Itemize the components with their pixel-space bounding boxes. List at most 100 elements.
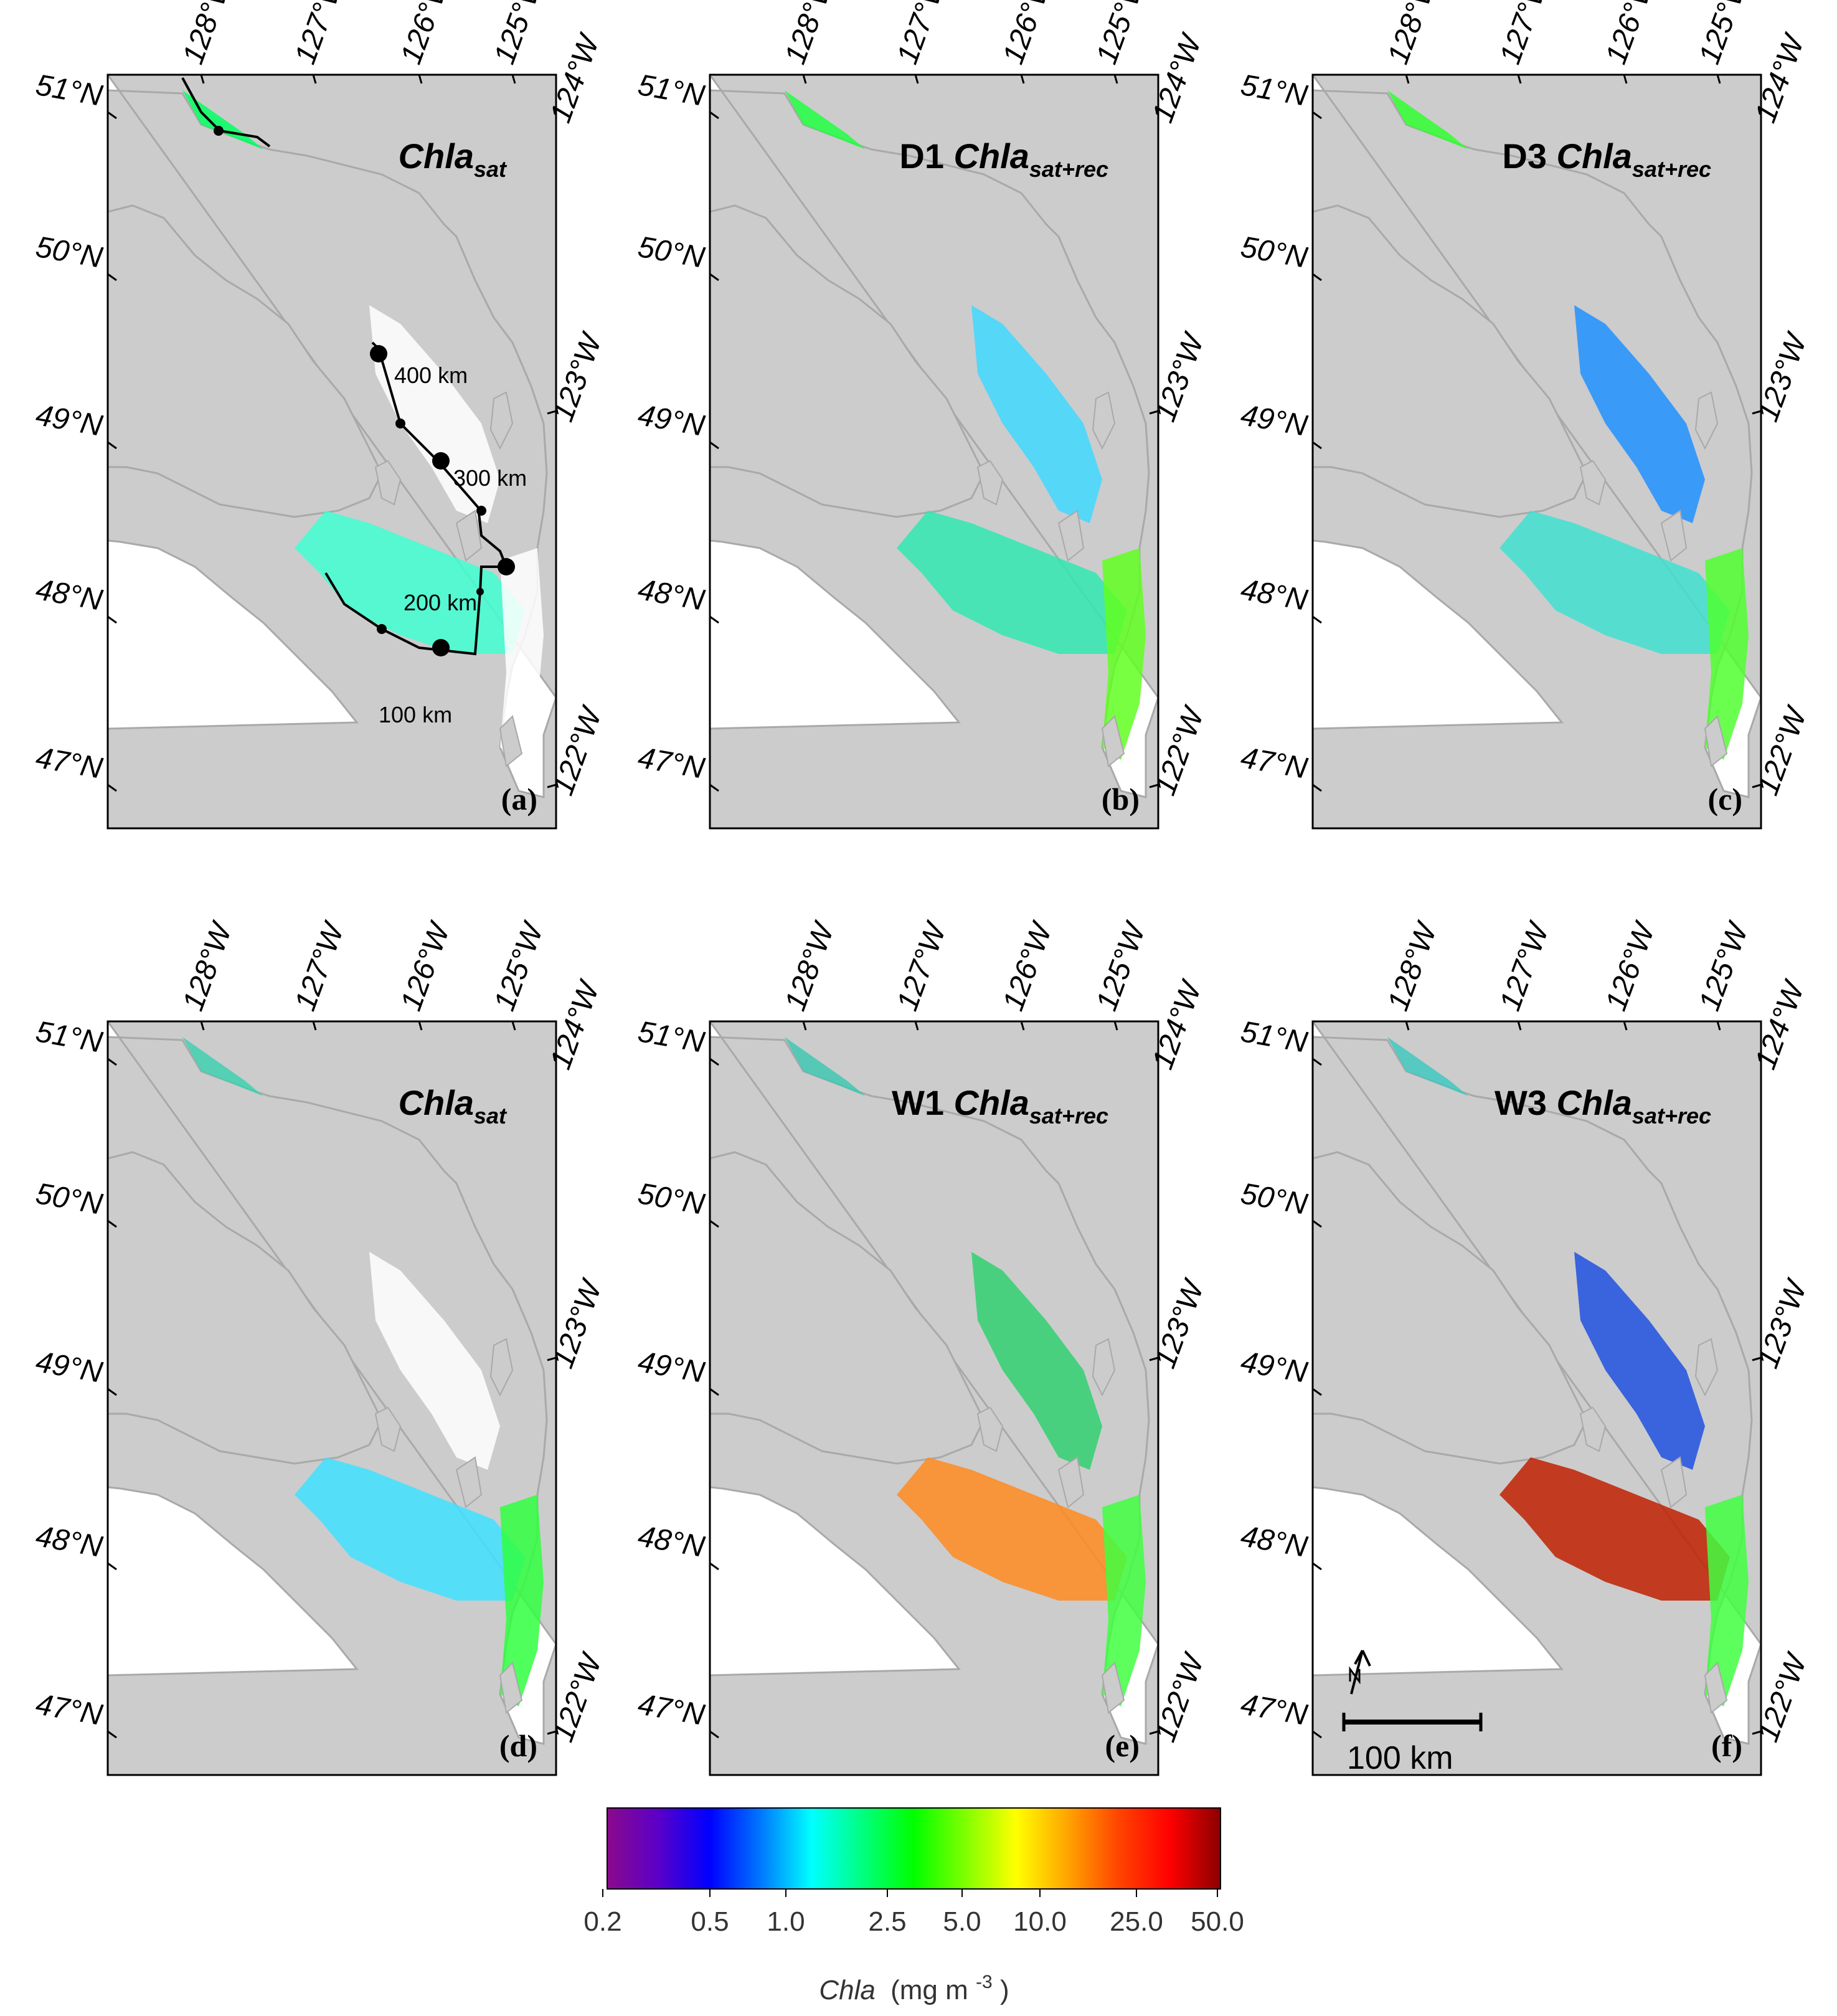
small-island-shape [1660,1456,1688,1508]
lat-label: 49°N [1238,399,1310,443]
small-island-shape [489,391,514,450]
lat-label: 51°N [635,1015,707,1059]
lon-tick [1020,1021,1025,1031]
small-island-shape [1579,460,1607,506]
chla-field-jdf [295,1457,525,1601]
chla-field-puget [500,1495,544,1706]
panel-title-prefix: W1 [892,1083,954,1122]
chla-field-sog [369,305,500,523]
lat-label: 51°N [1238,69,1310,113]
chla-field-north [1387,90,1468,149]
lon-tick [511,74,516,84]
small-island-shape [1101,1662,1125,1714]
small-island-shape [499,1662,523,1714]
colorbar-bar [607,1807,1221,1890]
map-area [108,1021,556,1775]
map-panel-e: W1 Chlasat+rec (e) 51°N 50°N 49°N 48°N 47°N 128… [635,916,1211,1776]
chla-field-jdf [295,511,525,654]
small-island-shape [1057,1456,1085,1508]
lon-label: 125°W [1090,916,1153,1015]
lat-tick [1312,1388,1322,1396]
colorbar: 0.2 0.5 1.0 2.5 5.0 10.0 25.0 50.0 Chla (mg m -… [583,1807,1244,2005]
panel-title-sub: sat [474,1103,508,1129]
panel-letter: (a) [501,782,537,816]
transect-marker [476,506,486,516]
lon-label: 126°W [395,916,458,1015]
lon-label: 125°W [488,0,551,69]
small-island-shape [374,1406,402,1452]
lat-label: 48°N [33,573,105,617]
lat-label: 48°N [1238,1520,1310,1564]
lon-tick [1716,1021,1721,1031]
map-frame [106,1020,557,1776]
lat-label: 48°N [1238,573,1310,617]
lon-tick [1752,1356,1762,1361]
colorbar-title: Chla (mg m -3 ) [819,1964,1009,2005]
colorbar-tick-label: 0.5 [691,1906,729,1937]
map-panel-d: Chlasat (d) 51°N 50°N 49°N 48°N 47°N 128°W 127°W… [33,916,609,1776]
small-island-shape [374,460,402,506]
lon-tick [547,1730,557,1735]
lat-label: 50°N [33,1177,105,1221]
panel-title: Chlasat [399,1083,508,1129]
lon-label: 127°W [891,916,954,1015]
chla-field-sog [971,305,1102,523]
lat-label: 47°N [33,1688,105,1732]
lat-tick [1312,1730,1322,1739]
panel-title-sub: sat+rec [1029,156,1108,182]
lat-label: 49°N [33,1345,105,1389]
scale-bar: 100 km [1342,1713,1483,1776]
panel-title-prefix: D1 [899,136,953,176]
lat-label: 47°N [1238,741,1310,785]
chla-field-sog [1574,305,1705,523]
colorbar-tick-label: 0.2 [583,1906,621,1937]
lat-tick [107,273,117,282]
transect-distance-label: 100 km [379,702,452,727]
lon-label: 127°W [891,0,954,69]
lon-label: 128°W [177,0,240,69]
lon-tick [1517,74,1522,84]
lat-tick [1312,1562,1322,1571]
map-area [108,75,556,828]
lon-label: 128°W [779,0,842,69]
lon-tick [200,74,205,84]
map-area [1313,75,1761,828]
map-frame [1311,73,1762,830]
lat-label: 50°N [635,230,707,275]
panel-title-sub: sat+rec [1632,156,1711,182]
north-arrow-icon [1349,1650,1371,1695]
small-island-shape [1101,715,1125,767]
lon-label: 127°W [289,0,352,69]
lon-label: 125°W [1693,916,1756,1015]
lon-tick [1517,1021,1522,1031]
lon-label: 126°W [1600,916,1663,1015]
lat-label: 49°N [635,1345,707,1389]
map-frame [709,73,1159,830]
map-panels: Chlasat (a) 51°N 50°N 49°N 48°N 47°N 128°W 127°W… [33,0,1814,1776]
transect-marker [432,452,450,470]
small-island-shape [1704,1662,1728,1714]
transect-marker [432,639,450,656]
lon-label: 125°W [1693,0,1756,69]
lon-tick [1405,1021,1410,1031]
lat-label: 50°N [1238,1177,1310,1221]
lon-tick [1716,74,1721,84]
lon-tick [1113,1021,1118,1031]
lat-tick [709,783,719,792]
lon-tick [418,74,423,84]
map-area [1313,1021,1761,1775]
panel-title-sub: sat+rec [1632,1103,1711,1129]
lat-label: 48°N [635,1520,707,1564]
panel-title-sub: sat+rec [1029,1103,1108,1129]
lat-label: 51°N [33,1015,105,1059]
panel-title-prefix: D3 [1502,136,1556,176]
lon-tick [547,1356,557,1361]
map-panel-b: D1 Chlasat+rec (b) 51°N 50°N 49°N 48°N 47°N 128… [635,0,1211,830]
colorbar-title-exp: -3 [976,1972,993,1992]
lat-tick [709,615,719,624]
lat-label: 49°N [1238,1345,1310,1389]
chla-field-jdf [897,511,1127,654]
lat-tick [709,1730,719,1739]
small-island-shape [1694,1338,1719,1397]
lat-tick [1312,441,1322,450]
